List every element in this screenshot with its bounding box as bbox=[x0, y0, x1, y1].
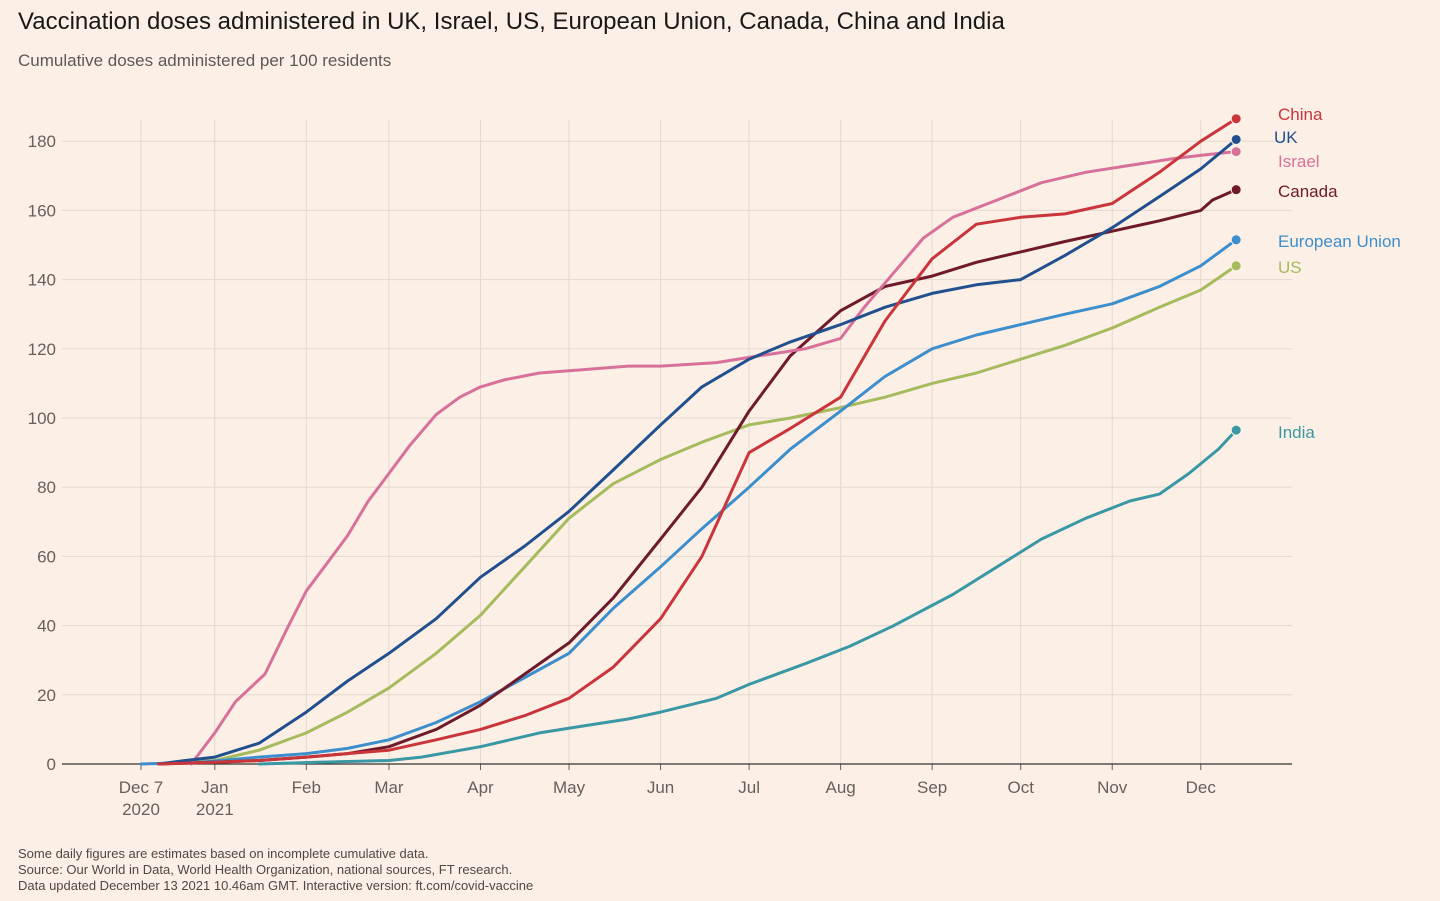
x-tick-label: Jul bbox=[738, 778, 760, 797]
series-line-india bbox=[257, 428, 1238, 766]
x-tick-label: Nov bbox=[1097, 778, 1128, 797]
y-tick-label: 20 bbox=[37, 686, 56, 705]
y-tick-label: 120 bbox=[28, 340, 56, 359]
x-tick-label: Aug bbox=[825, 778, 855, 797]
y-tick-label: 60 bbox=[37, 547, 56, 566]
series-label-israel: Israel bbox=[1278, 152, 1320, 171]
series-label-india: India bbox=[1278, 423, 1315, 442]
footnote-source: Source: Our World in Data, World Health … bbox=[18, 862, 513, 877]
footnote-estimates: Some daily figures are estimates based o… bbox=[18, 846, 429, 861]
x-tick-label: Jan bbox=[201, 778, 228, 797]
x-tick-label: Sep bbox=[917, 778, 947, 797]
grid bbox=[62, 120, 1292, 764]
series-endpoint-israel bbox=[1230, 146, 1242, 158]
x-tick-label: Oct bbox=[1007, 778, 1034, 797]
x-tick-label: Mar bbox=[374, 778, 404, 797]
series-line-us bbox=[157, 264, 1238, 766]
series-label-european-union: European Union bbox=[1278, 232, 1401, 251]
y-tick-label: 80 bbox=[37, 478, 56, 497]
chart-title: Vaccination doses administered in UK, Is… bbox=[18, 8, 1005, 35]
y-tick-label: 40 bbox=[37, 617, 56, 636]
series-endpoint-us bbox=[1230, 260, 1242, 272]
chart-footer: Some daily figures are estimates based o… bbox=[18, 846, 533, 894]
series-line-uk bbox=[157, 138, 1238, 766]
series-lines bbox=[139, 113, 1242, 766]
series-line-canada bbox=[157, 188, 1238, 766]
y-tick-label: 0 bbox=[47, 755, 56, 774]
series-endpoint-india bbox=[1230, 424, 1242, 436]
footnote-updated: Data updated December 13 2021 10.46am GM… bbox=[18, 878, 534, 893]
y-tick-label: 180 bbox=[28, 132, 56, 151]
x-tick-label: Dec bbox=[1186, 778, 1217, 797]
series-endpoint-european-union bbox=[1230, 234, 1242, 246]
series-line-israel bbox=[189, 150, 1238, 766]
x-tick-year-label: 2020 bbox=[122, 800, 160, 819]
series-endpoint-uk bbox=[1230, 133, 1242, 145]
axes: 0 20 40 60 80 100 120 140 160 180 Dec 7 2020 Jan 2021… bbox=[28, 132, 1292, 819]
line-chart: 0 20 40 60 80 100 120 140 160 180 Dec 7 2020 Jan 2021… bbox=[28, 105, 1401, 819]
y-tick-label: 100 bbox=[28, 409, 56, 428]
chart-subtitle: Cumulative doses administered per 100 re… bbox=[18, 51, 392, 70]
x-tick-label: Feb bbox=[292, 778, 321, 797]
x-tick-label: Apr bbox=[467, 778, 494, 797]
y-tick-label: 140 bbox=[28, 271, 56, 290]
series-label-china: China bbox=[1278, 105, 1323, 124]
series-label-uk: UK bbox=[1274, 128, 1298, 147]
y-tick-label: 160 bbox=[28, 201, 56, 220]
series-line-china bbox=[157, 117, 1238, 766]
series-endpoint-china bbox=[1230, 113, 1242, 125]
series-label-us: US bbox=[1278, 258, 1302, 277]
x-tick-label: Jun bbox=[647, 778, 674, 797]
series-endpoint-canada bbox=[1230, 184, 1242, 196]
series-line-european-union bbox=[139, 238, 1238, 766]
x-tick-label: Dec 7 bbox=[119, 778, 163, 797]
x-tick-year-label: 2021 bbox=[196, 800, 234, 819]
series-end-labels: India US European Union Canada Israel UK China bbox=[1274, 105, 1401, 442]
x-tick-label: May bbox=[553, 778, 586, 797]
series-label-canada: Canada bbox=[1278, 182, 1338, 201]
